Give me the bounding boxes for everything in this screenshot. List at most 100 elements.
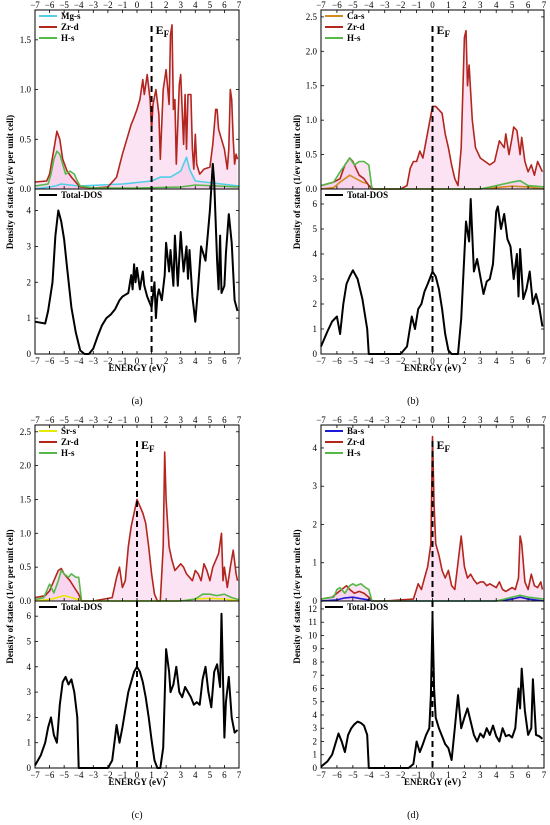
- xtick-label-d: −6: [332, 770, 342, 780]
- series-h-s-line-c: [34, 569, 240, 602]
- ytick-label-partial-a: 0.5: [20, 134, 32, 144]
- ytick-label-total-b: 1: [313, 324, 318, 334]
- legend-label-h-s-c: H-s: [61, 448, 75, 458]
- ytick-label-partial-c: 1.5: [20, 494, 32, 504]
- ytick-label-total-b: 3: [313, 274, 318, 284]
- ytick-label-total-d: 9: [313, 644, 318, 654]
- xtick-label-b: 4: [494, 356, 499, 366]
- series-h-s-line-b: [320, 157, 545, 190]
- panel-total-a: 0 1 2 3 4 Total-DOS: [27, 162, 240, 359]
- xtick-label-top-c: 2: [164, 415, 169, 425]
- xtick-label-top-d: 4: [494, 415, 499, 425]
- xtick-label-b: 1: [446, 356, 451, 366]
- xtick-label-top-b: 0: [430, 0, 435, 10]
- legend-partial-c: Sr-sZr-dH-s: [39, 426, 79, 458]
- xtick-label-top-a: 4: [193, 0, 198, 10]
- xtick-label-c: −4: [74, 770, 84, 780]
- xtick-label-top-b: −4: [364, 0, 374, 10]
- xtick-label-a: −7: [30, 356, 40, 366]
- xtick-label-b: 0: [430, 356, 435, 366]
- xtick-label-top-c: −3: [88, 415, 98, 425]
- ytick-label-total-d: 10: [308, 630, 318, 640]
- xtick-label-b: −6: [332, 356, 342, 366]
- xtick-label-top-c: −6: [45, 415, 55, 425]
- ytick-label-total-d: 7: [313, 670, 318, 680]
- xtick-label-a: 1: [149, 356, 154, 366]
- xtick-label-top-d: 1: [446, 415, 451, 425]
- x-axis-title-d: ENERGY (eV): [404, 777, 461, 787]
- ytick-label-total-d: 1: [313, 750, 318, 760]
- xtick-label-d: 1: [446, 770, 451, 780]
- legend-label-sr-s-c: Sr-s: [61, 426, 77, 436]
- xtick-label-top-b: −1: [412, 0, 422, 10]
- series-zr-d-line-d: [320, 435, 544, 602]
- xtick-label-c: 5: [208, 770, 213, 780]
- xtick-label-top-b: 6: [526, 0, 531, 10]
- xtick-label-a: 0: [135, 356, 140, 366]
- xtick-label-a: 7: [237, 356, 242, 366]
- ytick-label-total-c: 0: [27, 763, 32, 773]
- xtick-label-top-c: 6: [222, 415, 227, 425]
- legend-label-zr-d-c: Zr-d: [61, 437, 79, 447]
- legend-total-c: Total-DOS: [39, 602, 102, 612]
- xtick-label-d: 7: [542, 770, 547, 780]
- ytick-label-total-d: 0: [313, 763, 318, 773]
- ytick-label-partial-b: 2.0: [306, 46, 318, 56]
- legend-label-mg-s-a: Mg-s: [61, 11, 81, 21]
- xtick-label-top-d: 7: [542, 415, 547, 425]
- ytick-label-total-c: 1: [27, 738, 32, 748]
- caption-d: (d): [407, 810, 419, 821]
- ytick-label-partial-b: 0.5: [306, 150, 318, 160]
- xtick-label-d: 6: [526, 770, 531, 780]
- xtick-label-c: 2: [164, 770, 169, 780]
- fermi-label-f-a: F: [164, 29, 170, 39]
- xtick-label-b: −1: [412, 356, 422, 366]
- xtick-label-c: −7: [30, 770, 40, 780]
- ytick-label-partial-c: 2.0: [20, 461, 32, 471]
- xtick-label-top-a: 0: [135, 0, 140, 10]
- xtick-label-d: 3: [478, 770, 483, 780]
- chart-a: 0.00.51.01.5Mg-sZr-dH-s01234Total-DOS−7−…: [5, 0, 242, 373]
- legend-label-total-dos-d: Total-DOS: [347, 602, 388, 612]
- xtick-label-top-c: 5: [208, 415, 213, 425]
- xtick-label-d: 5: [510, 770, 515, 780]
- panel-partial-a: 0.0 0.5 1.0 1.5 Mg-sZr-dH-s: [20, 9, 240, 194]
- fermi-label-e-d: E: [437, 438, 445, 452]
- legend-label-h-s-b: H-s: [347, 33, 361, 43]
- ytick-label-partial-d: 2: [313, 519, 318, 529]
- xtick-label-d: 2: [462, 770, 467, 780]
- xtick-label-top-d: −1: [412, 415, 422, 425]
- xtick-label-top-a: −5: [59, 0, 69, 10]
- xtick-label-a: 3: [178, 356, 183, 366]
- xtick-label-top-b: 3: [478, 0, 483, 10]
- xtick-label-d: −3: [380, 770, 390, 780]
- xtick-label-top-d: −6: [332, 415, 342, 425]
- xtick-label-d: −4: [364, 770, 374, 780]
- xtick-label-top-c: 1: [149, 415, 154, 425]
- panel-total-b: 0 1 2 3 4 5 6 Total-DOS: [313, 188, 545, 359]
- xtick-label-top-a: 2: [164, 0, 169, 10]
- xtick-label-top-c: 7: [237, 415, 242, 425]
- ytick-label-total-d: 11: [308, 617, 317, 627]
- xtick-label-top-b: 2: [462, 0, 467, 10]
- shade-h-s-d: [321, 583, 544, 601]
- ytick-label-total-d: 3: [313, 723, 318, 733]
- chart-c: 0.00.51.01.52.02.5 Sr-sZr-dH-s0123456Tota…: [5, 415, 242, 787]
- xtick-label-top-b: 7: [542, 0, 547, 10]
- xtick-label-top-d: −2: [396, 415, 406, 425]
- xtick-label-c: −2: [103, 770, 113, 780]
- xtick-label-a: 4: [193, 356, 198, 366]
- legend-label-zr-d-a: Zr-d: [61, 22, 79, 32]
- xtick-label-a: −3: [88, 356, 98, 366]
- caption-c: (c): [131, 810, 142, 821]
- xtick-label-top-a: −4: [74, 0, 84, 10]
- ytick-label-total-b: 4: [313, 249, 318, 259]
- xtick-label-d: −5: [348, 770, 358, 780]
- xtick-label-top-d: 5: [510, 415, 515, 425]
- xtick-label-top-a: 5: [208, 0, 213, 10]
- ytick-label-total-b: 5: [313, 224, 318, 234]
- xtick-label-top-a: −1: [118, 0, 128, 10]
- legend-total-a: Total-DOS: [39, 190, 102, 200]
- xtick-label-top-a: 6: [222, 0, 227, 10]
